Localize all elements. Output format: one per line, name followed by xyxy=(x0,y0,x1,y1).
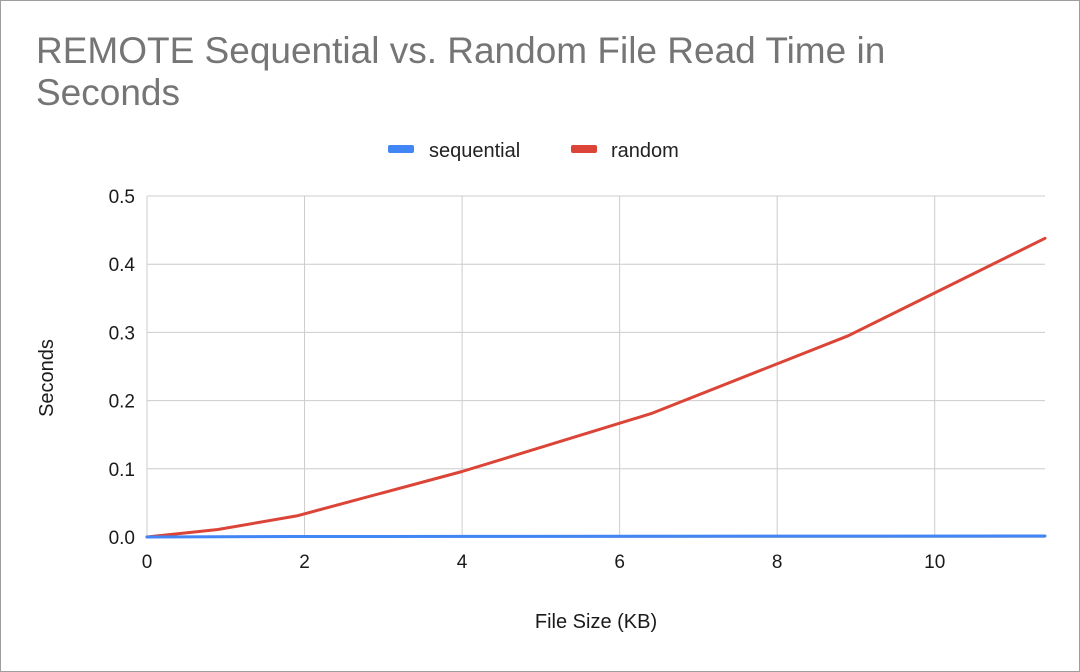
legend-label-sequential: sequential xyxy=(429,140,520,162)
x-tick-label: 6 xyxy=(614,552,625,573)
x-tick-label: 10 xyxy=(924,552,945,573)
y-tick-label: 0.5 xyxy=(109,187,135,208)
series-line-sequential xyxy=(145,534,1047,539)
y-tick-label: 0.0 xyxy=(109,528,135,549)
y-tick-label: 0.4 xyxy=(109,255,136,276)
y-tick-label: 0.2 xyxy=(109,392,135,413)
y-tick-label: 0.3 xyxy=(109,323,135,344)
tick-labels: 0.0 0.1 0.2 0.3 0.4 0.5 0 2 4 6 8 10 xyxy=(109,187,946,573)
series-lines xyxy=(145,236,1047,539)
x-axis-title: File Size (KB) xyxy=(535,611,657,633)
y-axis-title: Seconds xyxy=(36,339,58,417)
legend: sequential random xyxy=(388,140,679,162)
grid-lines xyxy=(146,195,1045,538)
chart-title: REMOTE Sequential vs. Random File Read T… xyxy=(36,30,886,113)
x-tick-label: 8 xyxy=(772,552,783,573)
y-tick-label: 0.1 xyxy=(109,460,135,481)
x-tick-label: 2 xyxy=(299,552,310,573)
x-tick-label: 4 xyxy=(457,552,468,573)
legend-swatch-random xyxy=(571,145,597,153)
series-line-random xyxy=(145,236,1047,539)
legend-label-random: random xyxy=(611,140,679,162)
legend-swatch-sequential xyxy=(388,145,414,153)
x-tick-label: 0 xyxy=(142,552,153,573)
